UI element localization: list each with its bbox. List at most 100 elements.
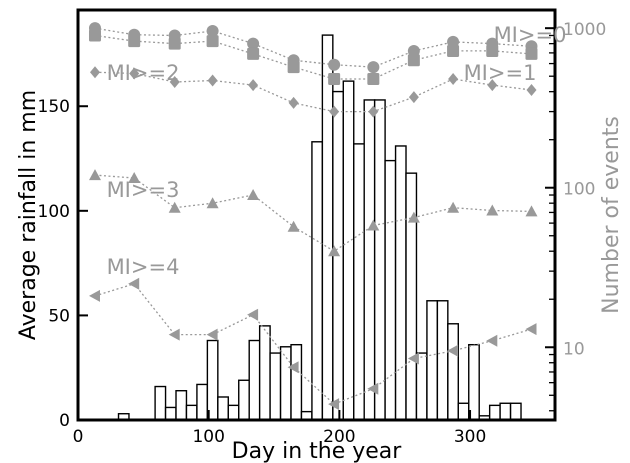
series-point (90, 66, 100, 79)
rainfall-bar (436, 300, 449, 421)
y2-tick-label: 100 (563, 180, 595, 200)
y-axis-label: Average rainfall in mm (16, 90, 41, 340)
rainfall-bar (373, 99, 386, 421)
x-tick-label: 200 (323, 427, 355, 447)
plot-frame (76, 8, 557, 422)
series-point (287, 220, 300, 232)
series-point (526, 84, 537, 96)
axes: 0 100 200 300 0 50 100 150 10 100 1000 (38, 8, 606, 447)
rainfall-bar (154, 385, 167, 421)
series-point (525, 47, 538, 60)
series-point (206, 328, 218, 341)
series-point (89, 169, 101, 181)
rainfall-bar (248, 339, 261, 421)
series-line (94, 283, 532, 405)
series-point (247, 47, 260, 60)
rainfall-bar (269, 352, 282, 421)
series-point (447, 44, 460, 57)
series-label: MI>=2 (107, 61, 180, 85)
series-point (367, 73, 380, 86)
x-tick-label: 100 (192, 427, 224, 447)
rainfall-bar (499, 402, 512, 421)
series-point (168, 37, 181, 50)
series-point (168, 328, 180, 341)
series-point (525, 323, 537, 336)
series-point (486, 44, 499, 57)
series-point (247, 37, 260, 50)
rainfall-bar (217, 396, 229, 421)
series-point (408, 91, 419, 104)
series-point (486, 204, 499, 216)
event-series (88, 22, 538, 411)
rainfall-bar (227, 404, 240, 421)
series-point (447, 201, 460, 213)
rainfall-bar (384, 159, 397, 421)
series-point (128, 172, 141, 183)
rainfall-bar (468, 343, 480, 421)
series-point (328, 245, 341, 257)
y-tick-label: 150 (38, 97, 70, 117)
series-line (94, 71, 532, 113)
series-point (207, 74, 218, 87)
series-point (407, 44, 420, 57)
series-point (367, 219, 380, 231)
rainfall-bar (196, 383, 209, 421)
series-point (367, 61, 380, 74)
series-point (128, 35, 141, 48)
rainfall-bar (258, 325, 271, 421)
rainfall-bar (488, 404, 501, 421)
series-point (169, 76, 180, 88)
series-line (94, 174, 532, 252)
series-point (525, 205, 538, 217)
rainfall-bar (457, 402, 470, 421)
series-point (329, 105, 340, 118)
rainfall-bar (447, 323, 459, 421)
rainfall-bar (353, 143, 365, 421)
y2-axis-label: Number of events (599, 116, 624, 314)
series-point (367, 382, 379, 395)
rainfall-bar (238, 379, 250, 421)
series-point (248, 79, 259, 92)
series-point (447, 35, 460, 48)
series-point (448, 73, 459, 85)
series-point (328, 73, 341, 86)
series-label: MI>=0 (494, 23, 567, 47)
series-point (368, 105, 379, 118)
rainfall-bar (164, 406, 177, 421)
series-point (129, 67, 140, 80)
series-point (288, 96, 299, 109)
rainfall-bar (394, 145, 407, 421)
series-point (206, 197, 219, 209)
series-point (128, 277, 140, 290)
y-tick-label: 100 (38, 202, 70, 222)
series-point (206, 25, 219, 38)
series-label: MI>=1 (464, 61, 537, 85)
rainfall-bars (117, 34, 522, 421)
rainfall-bar (426, 300, 439, 421)
series-point (328, 398, 340, 411)
series-point (407, 352, 419, 365)
series-point (168, 201, 181, 213)
rainfall-bar (175, 390, 188, 421)
y-tick-label: 0 (59, 411, 70, 431)
rainfall-bar (185, 404, 198, 421)
series-label: MI>=3 (107, 178, 180, 202)
y2-tick-label: 1000 (563, 20, 606, 40)
rainfall-bar (405, 172, 418, 421)
series-point (486, 334, 498, 347)
rainfall-bar (321, 34, 334, 421)
series-point (407, 211, 420, 223)
series-label: MI>=4 (107, 255, 180, 279)
series-line (94, 27, 532, 68)
series-point (89, 289, 100, 302)
series-point (206, 35, 219, 48)
series-point (287, 61, 300, 74)
series-point (247, 189, 260, 200)
series-point (328, 58, 341, 71)
rainfall-bar (363, 99, 376, 421)
x-tick-label: 300 (454, 427, 486, 447)
x-axis-label: Day in the year (232, 439, 403, 463)
series-point (447, 344, 459, 357)
rainfall-bar (311, 141, 324, 421)
